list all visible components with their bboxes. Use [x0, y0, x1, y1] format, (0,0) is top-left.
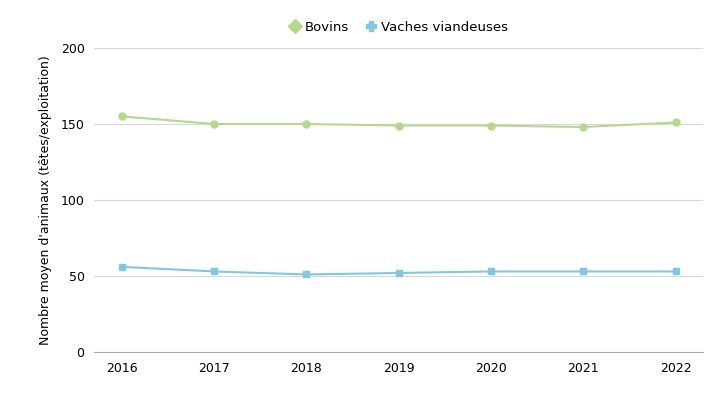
Y-axis label: Nombre moyen d'animaux (têtes/exploitation): Nombre moyen d'animaux (têtes/exploitati…	[39, 55, 52, 345]
Vaches viandeuses	[302, 272, 311, 277]
Vaches viandeuses	[210, 269, 218, 274]
Bovins	[579, 125, 588, 130]
Line: Bovins: Bovins	[118, 113, 679, 130]
Vaches viandeuses	[117, 264, 126, 269]
Vaches viandeuses	[579, 269, 588, 274]
Vaches viandeuses	[671, 269, 680, 274]
Bovins	[394, 123, 403, 128]
Bovins	[302, 122, 311, 126]
Legend: Bovins, Vaches viandeuses: Bovins, Vaches viandeuses	[284, 15, 513, 39]
Bovins	[671, 120, 680, 125]
Vaches viandeuses	[486, 269, 495, 274]
Bovins	[117, 114, 126, 119]
Line: Vaches viandeuses: Vaches viandeuses	[118, 264, 679, 278]
Bovins	[210, 122, 218, 126]
Bovins	[486, 123, 495, 128]
Vaches viandeuses	[394, 270, 403, 275]
